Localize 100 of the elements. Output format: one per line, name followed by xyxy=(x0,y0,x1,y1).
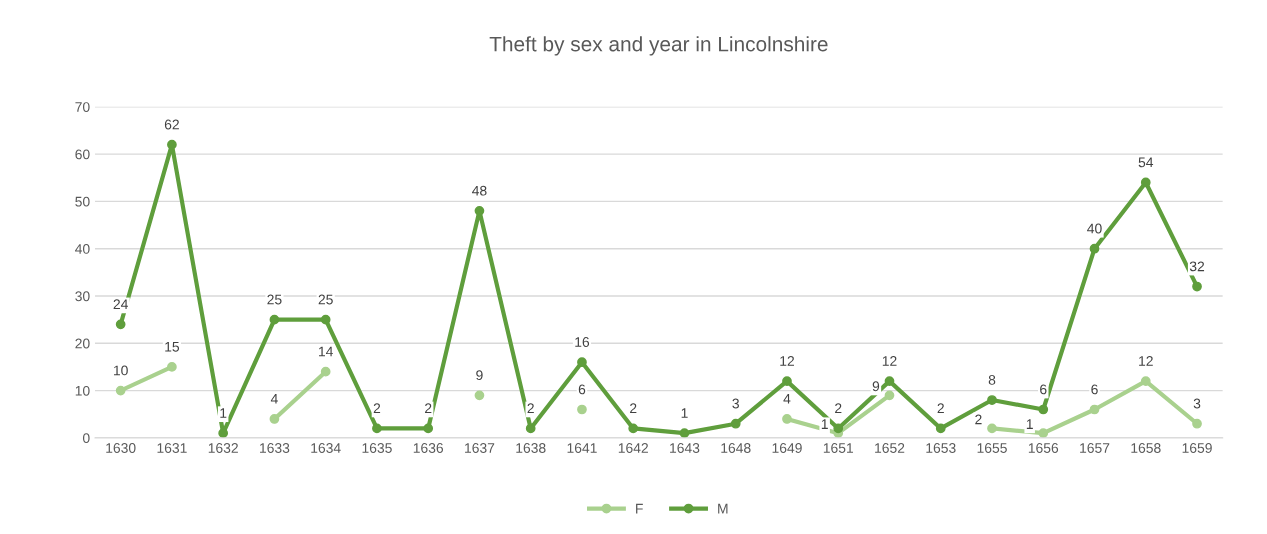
point xyxy=(987,423,997,434)
point xyxy=(1140,376,1151,386)
data-label: 12 xyxy=(1139,356,1153,366)
x-tick-label: 1633 xyxy=(260,443,290,453)
data-label: 2 xyxy=(527,403,534,414)
y-tick-label: 20 xyxy=(75,338,90,349)
point xyxy=(218,428,229,438)
point xyxy=(167,362,177,372)
data-label: 9 xyxy=(872,381,880,392)
data-label: 4 xyxy=(270,394,278,404)
data-label: 6 xyxy=(1091,384,1098,395)
data-label: 12 xyxy=(882,356,897,366)
point xyxy=(1038,428,1049,438)
data-label: 1 xyxy=(220,408,227,418)
point xyxy=(474,205,485,216)
x-tick-label: 1632 xyxy=(208,443,238,453)
data-label: 2 xyxy=(425,403,432,414)
data-label: 3 xyxy=(1193,398,1201,409)
data-label: 1 xyxy=(1026,419,1033,429)
point xyxy=(372,423,382,434)
point xyxy=(782,376,792,386)
point xyxy=(320,314,331,325)
point xyxy=(115,319,126,330)
data-label: 32 xyxy=(1189,261,1205,272)
point xyxy=(833,423,844,434)
data-label: 1 xyxy=(681,408,688,418)
point xyxy=(577,357,587,368)
data-label: 2 xyxy=(373,403,381,414)
data-label: 15 xyxy=(165,342,180,352)
y-tick-label: 30 xyxy=(75,291,90,302)
data-label: 10 xyxy=(113,365,128,376)
point xyxy=(320,366,331,377)
x-tick-label: 1656 xyxy=(1028,443,1059,453)
data-label: 4 xyxy=(783,394,791,404)
point xyxy=(679,428,690,438)
point xyxy=(782,414,792,424)
data-label: 6 xyxy=(578,384,586,395)
point xyxy=(1089,404,1100,415)
point xyxy=(1038,404,1049,415)
data-label: 2 xyxy=(630,403,637,414)
point xyxy=(935,423,946,434)
data-label: 16 xyxy=(575,337,590,347)
point xyxy=(884,390,895,401)
point xyxy=(577,404,587,415)
x-tick-label: 1652 xyxy=(875,443,905,453)
data-label: 40 xyxy=(1087,223,1102,234)
y-tick-label: 40 xyxy=(75,244,90,254)
data-label: 25 xyxy=(318,294,333,305)
data-label: 8 xyxy=(988,374,996,385)
x-tick-label: 1637 xyxy=(465,443,495,453)
data-label: 1 xyxy=(821,419,828,429)
y-tick-label: 70 xyxy=(75,102,90,112)
data-label: 14 xyxy=(319,346,333,357)
data-label: 9 xyxy=(476,370,483,381)
x-tick-label: 1635 xyxy=(362,443,392,453)
point xyxy=(167,139,177,150)
data-label: 12 xyxy=(780,356,795,366)
point xyxy=(269,414,280,424)
x-tick-label: 1642 xyxy=(618,443,648,453)
data-label: 3 xyxy=(732,398,739,409)
data-label: 54 xyxy=(1138,157,1154,168)
chart-title: Theft by sex and year in Lincolnshire xyxy=(489,36,828,56)
data-label: 25 xyxy=(267,294,282,305)
data-label: 48 xyxy=(472,185,487,196)
x-tick-label: 1630 xyxy=(106,443,136,453)
x-tick-label: 1659 xyxy=(1182,443,1212,453)
legend-label: F xyxy=(636,503,643,514)
x-tick-label: 1631 xyxy=(157,443,187,453)
data-label: 2 xyxy=(937,403,944,414)
data-label: 24 xyxy=(113,299,128,309)
x-tick-label: 1648 xyxy=(721,443,751,453)
point xyxy=(423,423,434,434)
x-tick-label: 1658 xyxy=(1131,443,1161,453)
point xyxy=(115,385,126,396)
data-label: 62 xyxy=(164,119,179,130)
x-tick-label: 1641 xyxy=(567,443,597,453)
point xyxy=(1192,281,1202,292)
point xyxy=(525,423,536,434)
point xyxy=(628,423,639,434)
x-tick-label: 1657 xyxy=(1080,443,1110,453)
point xyxy=(884,376,895,386)
x-tick-label: 1653 xyxy=(926,443,956,453)
data-label: 6 xyxy=(1040,384,1047,395)
y-tick-label: 60 xyxy=(75,149,90,160)
x-tick-label: 1643 xyxy=(670,443,700,453)
y-tick-label: 10 xyxy=(75,385,90,396)
point xyxy=(269,314,280,325)
x-tick-label: 1636 xyxy=(413,443,444,453)
x-tick-label: 1651 xyxy=(823,443,854,453)
x-tick-label: 1655 xyxy=(977,443,1007,453)
data-label: 2 xyxy=(975,414,982,425)
x-tick-label: 1634 xyxy=(311,443,341,453)
x-tick-label: 1649 xyxy=(772,443,802,453)
x-tick-label: 1638 xyxy=(516,443,546,453)
legend-label: M xyxy=(718,503,728,514)
y-tick-label: 0 xyxy=(82,433,90,444)
y-tick-label: 50 xyxy=(75,196,90,207)
point xyxy=(1192,418,1202,429)
data-label: 2 xyxy=(835,403,842,414)
point xyxy=(474,390,485,401)
